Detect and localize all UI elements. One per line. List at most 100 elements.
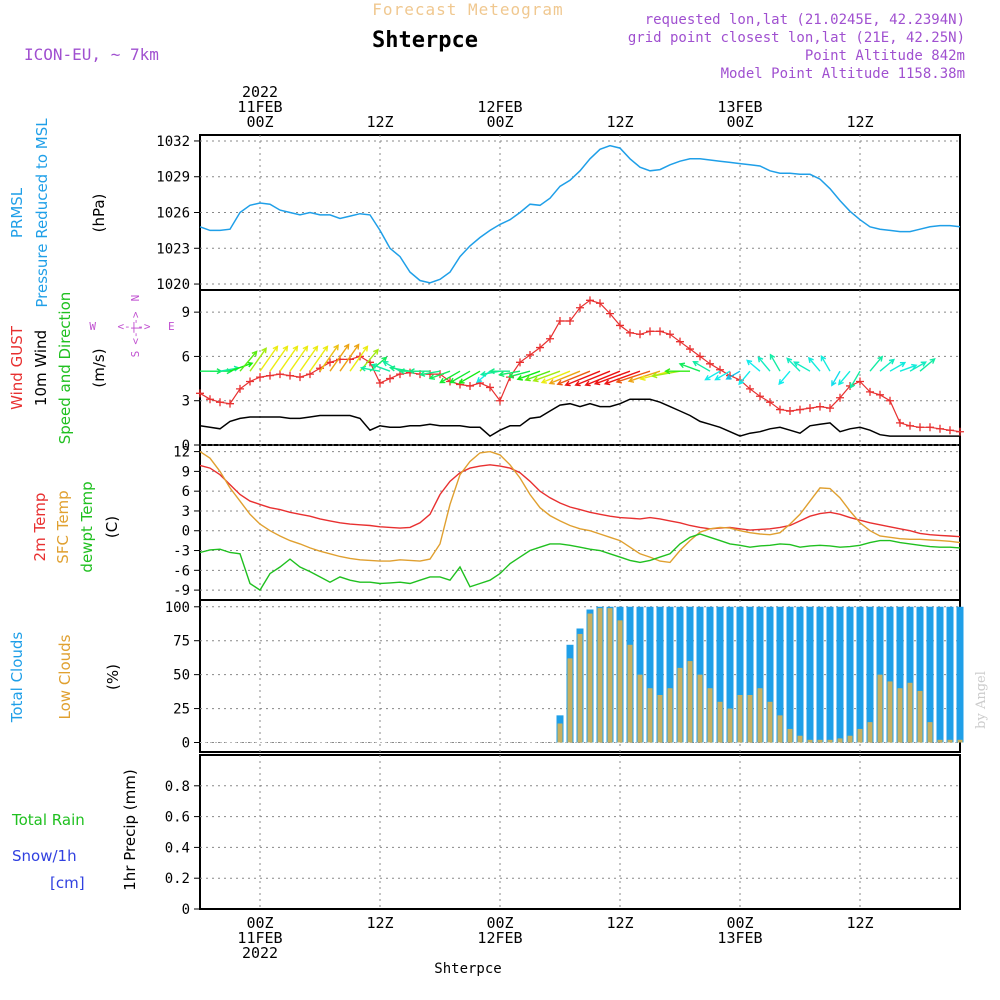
gust-marker — [276, 370, 284, 379]
gust-marker — [796, 405, 804, 414]
requested-coords: requested lon,lat (21.0245E, 42.2394N) — [645, 12, 965, 28]
total-cloud-bar — [776, 606, 784, 743]
gust-marker — [916, 423, 924, 432]
wind-vector — [757, 356, 771, 372]
compass-rose: W <-|-> E N <-|-> S — [89, 295, 174, 358]
compass-s: S — [129, 351, 142, 358]
gust-marker — [716, 365, 724, 374]
total-cloud-bar — [796, 606, 804, 743]
total-cloud-bar — [636, 606, 644, 743]
low-cloud-bar — [687, 661, 693, 743]
low-cloud-bar — [587, 613, 593, 743]
time-label-top: 11FEB — [237, 98, 282, 116]
gust-marker — [196, 389, 204, 398]
gust-label: Wind GUST — [8, 325, 26, 410]
gust-marker — [906, 421, 914, 430]
total-cloud-bar — [916, 606, 924, 743]
precip-panel-frame — [199, 754, 961, 910]
time-label-top: 00Z — [726, 113, 753, 131]
y-tick-label: 0.6 — [165, 810, 190, 826]
gust-marker — [266, 371, 274, 380]
gust-marker — [386, 374, 394, 383]
model-altitude: Model Point Altitude 1158.38m — [721, 66, 965, 82]
pressure-line — [199, 144, 961, 284]
total-cloud-bar — [816, 606, 824, 743]
y-tick-label: 6 — [182, 349, 190, 365]
time-label-top: 12Z — [366, 113, 393, 131]
gust-marker — [576, 303, 584, 312]
low-cloud-bar — [947, 739, 953, 743]
time-label-bottom: 11FEB — [237, 929, 282, 947]
wind-vector — [349, 345, 369, 372]
wind-vector — [678, 362, 701, 372]
gust-marker — [896, 418, 904, 427]
gust-marker — [586, 296, 594, 305]
gust-marker — [236, 384, 244, 393]
prmsl-label: PRMSL — [8, 187, 26, 238]
y-tick-label: 0 — [182, 736, 190, 752]
snow-unit-label: [cm] — [50, 874, 85, 892]
wind-vector — [593, 370, 631, 386]
low-cloud-bar — [607, 608, 613, 743]
wind-vector — [540, 370, 571, 384]
wind-unit-label: (m/s) — [90, 348, 108, 387]
total-cloud-bar — [856, 606, 864, 743]
wind-vector — [309, 345, 329, 372]
wind-vector — [899, 363, 918, 372]
low-cloud-bar — [857, 728, 863, 743]
cloud-series — [200, 606, 964, 743]
gust-marker — [556, 317, 564, 325]
gust-marker — [926, 423, 934, 432]
wind-label: 10m Wind — [32, 330, 50, 406]
total-cloud-bar — [746, 606, 754, 743]
low-cloud-bar — [787, 728, 793, 743]
gust-marker — [856, 377, 864, 386]
wind-vector — [879, 358, 896, 372]
wind-vector — [849, 370, 861, 389]
wind-vector — [769, 353, 781, 372]
y-tick-label: 50 — [173, 668, 190, 684]
wind-vector — [564, 370, 601, 387]
gust-marker — [866, 387, 874, 396]
total-cloud-bar — [926, 606, 934, 743]
y-axes: 102010231026102910320369-9-6-30369120255… — [156, 134, 200, 918]
sfc-temp-label: SFC Temp — [54, 490, 72, 563]
y-tick-label: 0.4 — [165, 840, 190, 856]
time-label-top: 00Z — [246, 113, 273, 131]
gust-marker — [596, 299, 604, 308]
time-label-top: 13FEB — [717, 98, 762, 116]
y-tick-label: 6 — [182, 484, 190, 500]
time-label-bottom: 12FEB — [477, 929, 522, 947]
wind-vector — [289, 345, 309, 372]
gust-marker — [466, 381, 474, 390]
gust-marker — [216, 398, 224, 407]
gust-marker — [246, 377, 254, 386]
gust-marker — [836, 393, 844, 402]
grid-lines — [200, 135, 960, 910]
wind-vector — [837, 370, 851, 386]
y-tick-label: 0 — [182, 902, 190, 918]
sfc-temp-line — [199, 450, 961, 564]
wind-vector — [714, 370, 731, 381]
low-cloud-bar — [697, 674, 703, 743]
y-tick-label: 0.2 — [165, 871, 190, 887]
y-tick-label: 3 — [182, 504, 190, 520]
footer-location: Shterpce — [434, 961, 501, 977]
low-cloud-bar — [807, 739, 813, 743]
total-cloud-bar — [826, 606, 834, 743]
y-tick-label: 1020 — [156, 277, 190, 293]
compass-e: E — [168, 320, 175, 333]
low-cloud-bar — [827, 739, 833, 743]
low-cloud-bar — [757, 688, 763, 743]
total-cloud-bar — [666, 606, 674, 743]
wind-vector — [524, 370, 551, 382]
gust-marker — [826, 404, 834, 413]
wind-vector — [574, 370, 611, 387]
gust-marker — [306, 370, 314, 379]
gust-marker — [706, 359, 714, 368]
y-tick-label: 9 — [182, 464, 190, 480]
wind-vector — [458, 370, 481, 384]
low-cloud-bar — [667, 688, 673, 743]
y-tick-label: 0.8 — [165, 779, 190, 795]
gust-marker — [956, 427, 964, 436]
